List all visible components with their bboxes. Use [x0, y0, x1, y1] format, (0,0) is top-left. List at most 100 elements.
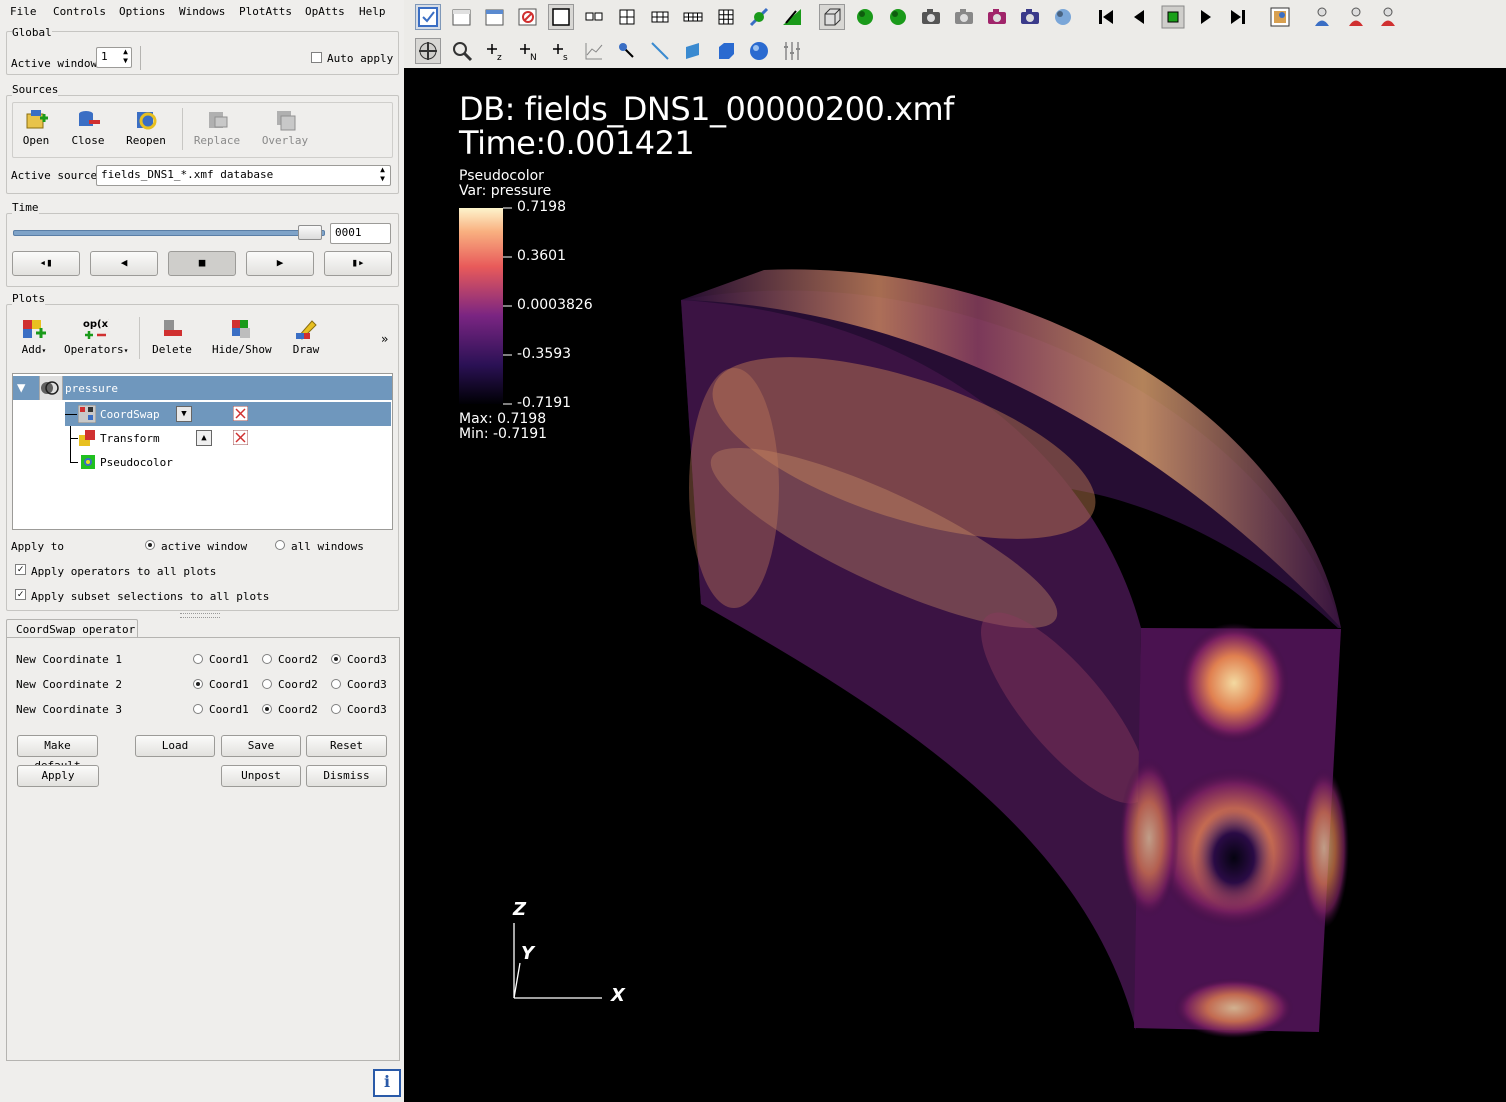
image-icon[interactable] [1268, 5, 1292, 29]
zoom-plot-icon[interactable] [780, 5, 804, 29]
camera-3-icon[interactable] [985, 5, 1009, 29]
layout-1x2-icon[interactable] [582, 5, 606, 29]
delete-window-icon[interactable] [516, 5, 540, 29]
lineout-icon[interactable] [582, 39, 606, 63]
layout-3x3-icon[interactable] [714, 5, 738, 29]
delete-button[interactable]: Delete [150, 317, 194, 356]
new-window-icon[interactable] [450, 5, 474, 29]
lighting-icon[interactable] [853, 5, 877, 29]
tools-icon[interactable] [886, 5, 910, 29]
time-field[interactable]: 0001 [330, 223, 391, 244]
apply-button[interactable]: Apply [17, 765, 99, 787]
reopen-button[interactable]: Reopen [122, 108, 170, 147]
menu-opatts[interactable]: OpAtts [305, 5, 345, 18]
remove-operator-icon[interactable] [233, 430, 248, 445]
step-back-button[interactable]: ◂▮ [12, 251, 80, 276]
camera-2-icon[interactable] [952, 5, 976, 29]
layout-2x2-icon[interactable] [615, 5, 639, 29]
globe-icon[interactable] [1051, 5, 1075, 29]
splitter-handle[interactable] [180, 613, 220, 618]
overlay-button[interactable]: Overlay [260, 108, 310, 147]
all-windows-radio[interactable] [275, 540, 285, 550]
active-window-radio[interactable] [145, 540, 155, 550]
coord2-option-1-radio[interactable] [193, 679, 203, 689]
user-2-icon[interactable] [1344, 5, 1368, 29]
layout-1x1-icon[interactable] [548, 4, 574, 30]
user-1-icon[interactable] [1310, 5, 1334, 29]
camera-4-icon[interactable] [1018, 5, 1042, 29]
menu-file[interactable]: File [10, 5, 37, 18]
active-source-combo[interactable]: fields_DNS1_*.xmf database ▲ ▼ [96, 165, 391, 186]
move-up-icon[interactable]: ▲ [196, 430, 212, 446]
plot-row-pseudocolor[interactable]: Pseudocolor [65, 450, 391, 474]
operators-button[interactable]: op(x) Operators▾ [64, 319, 129, 356]
render-viewport[interactable]: DB: fields_DNS1_00000200.xmf Time:0.0014… [404, 68, 1506, 1102]
menu-help[interactable]: Help [359, 5, 386, 18]
clone-window-icon[interactable] [483, 5, 507, 29]
open-button[interactable]: Open [16, 108, 56, 147]
box-icon[interactable] [819, 4, 845, 30]
plot-tree[interactable]: ▼ pressure CoordSwap ▼ Transform ▲ Pseud… [12, 373, 393, 530]
forward-play-icon[interactable] [1194, 5, 1218, 29]
operator-row-coordswap[interactable]: CoordSwap ▼ [65, 402, 391, 426]
more-tools-icon[interactable]: » [381, 332, 389, 346]
play-button[interactable]: ▶ [246, 251, 314, 276]
close-button[interactable]: Close [68, 108, 108, 147]
add-plot-button[interactable]: Add▾ [18, 317, 50, 356]
time-slider-handle[interactable] [298, 225, 323, 240]
remove-operator-icon[interactable] [233, 406, 248, 421]
reset-button[interactable]: Reset [306, 735, 387, 757]
pick-icon[interactable] [747, 5, 771, 29]
apply-ops-checkbox[interactable]: ✓ [15, 564, 26, 575]
coord1-option-3-radio[interactable] [331, 654, 341, 664]
replace-button[interactable]: Replace [192, 108, 242, 147]
time-slider-track[interactable] [13, 230, 325, 236]
coord1-option-2-radio[interactable] [262, 654, 272, 664]
stop-button[interactable]: ■ [168, 251, 236, 276]
draw-button[interactable]: Draw [288, 317, 324, 356]
reverse-play-icon[interactable] [1127, 5, 1151, 29]
tab-coordswap[interactable]: CoordSwap operator [6, 619, 138, 639]
plus-z-icon[interactable]: z [483, 39, 507, 63]
menu-plotatts[interactable]: PlotAtts [239, 5, 292, 18]
coord2-option-3-radio[interactable] [331, 679, 341, 689]
move-down-icon[interactable]: ▼ [176, 406, 192, 422]
rewind-icon[interactable] [1094, 5, 1118, 29]
axis-tool-icon[interactable] [780, 39, 804, 63]
apply-subset-checkbox[interactable]: ✓ [15, 589, 26, 600]
make-default-button[interactable]: Make default [17, 735, 98, 772]
layout-2x3-icon[interactable] [648, 5, 672, 29]
window-select-icon[interactable] [415, 4, 441, 30]
active-window-spinbox[interactable]: 1 ▲ ▼ [96, 47, 132, 68]
hide-show-button[interactable]: Hide/Show [212, 317, 272, 356]
dismiss-button[interactable]: Dismiss [306, 765, 387, 787]
expand-triangle-icon[interactable]: ▼ [17, 380, 26, 396]
coord3-option-2-radio[interactable] [262, 704, 272, 714]
plus-s-icon[interactable]: s [549, 39, 573, 63]
info-icon[interactable]: i [373, 1069, 401, 1097]
save-button[interactable]: Save [221, 735, 301, 757]
auto-apply-checkbox[interactable] [311, 52, 322, 63]
plot-row-pressure[interactable]: ▼ pressure [13, 376, 392, 400]
coord2-option-2-radio[interactable] [262, 679, 272, 689]
unpost-button[interactable]: Unpost [221, 765, 301, 787]
menu-windows[interactable]: Windows [179, 5, 226, 18]
load-button[interactable]: Load [135, 735, 215, 757]
line-tool-icon[interactable] [648, 39, 672, 63]
menu-controls[interactable]: Controls [53, 5, 106, 18]
coord3-option-3-radio[interactable] [331, 704, 341, 714]
zoom-icon[interactable] [450, 39, 474, 63]
play-backward-button[interactable]: ◀ [90, 251, 158, 276]
menu-options[interactable]: Options [119, 5, 166, 18]
sphere-tool-icon[interactable] [747, 39, 771, 63]
box-tool-icon[interactable] [714, 39, 738, 63]
operator-row-transform[interactable]: Transform ▲ [65, 426, 391, 450]
layout-2x4-icon[interactable] [681, 5, 705, 29]
step-forward-button[interactable]: ▮▸ [324, 251, 392, 276]
stop-anim-icon[interactable] [1161, 5, 1185, 29]
pick-point-icon[interactable] [615, 39, 639, 63]
coord1-option-1-radio[interactable] [193, 654, 203, 664]
navigate-icon[interactable] [415, 38, 441, 64]
camera-icon[interactable] [919, 5, 943, 29]
fast-forward-icon[interactable] [1226, 5, 1250, 29]
